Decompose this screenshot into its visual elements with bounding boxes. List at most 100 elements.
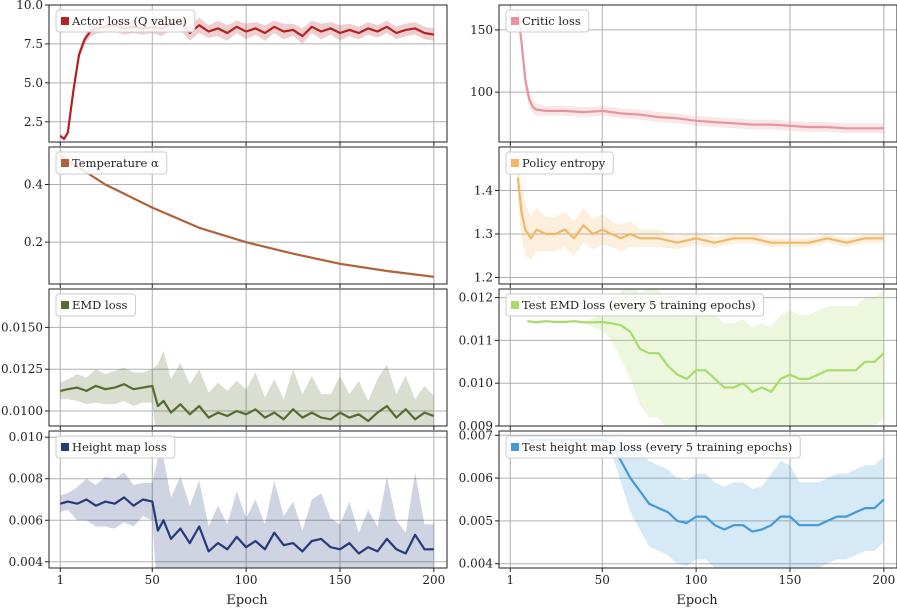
axes-frame xyxy=(48,430,448,569)
legend-box xyxy=(55,151,168,175)
axes-frame xyxy=(48,288,448,427)
legend-swatch xyxy=(61,159,69,167)
y-tick-label: 0.010 xyxy=(459,376,493,390)
y-tick-label: 100 xyxy=(470,85,493,99)
legend-label: Policy entropy xyxy=(522,156,606,170)
x-tick-label: 50 xyxy=(595,573,610,587)
legend: Test height map loss (every 5 training e… xyxy=(505,435,801,459)
legend-box xyxy=(505,151,614,175)
y-tick-label: 1.2 xyxy=(474,270,493,284)
series-line xyxy=(516,11,884,130)
y-tick-label: 0.004 xyxy=(9,555,44,569)
x-axis-label-left: Epoch xyxy=(226,593,268,608)
series-line xyxy=(516,177,884,244)
x-tick-label: 200 xyxy=(422,573,445,587)
y-tick-label: 7.5 xyxy=(24,37,43,51)
legend-swatch xyxy=(61,443,69,451)
panel-test-emd-loss: 0.009 0.010 0.011 0.012 Test EMD loss (every… xyxy=(459,288,897,433)
panel-critic-loss: 100 150 Critic loss xyxy=(470,4,897,146)
legend: EMD loss xyxy=(55,293,136,317)
series-line xyxy=(60,496,434,555)
legend-box xyxy=(55,435,176,459)
legend-label: Temperature α xyxy=(72,156,159,170)
legend-swatch xyxy=(61,17,69,25)
y-tick-label: 0.4 xyxy=(24,177,43,191)
y-tick-label: 1.3 xyxy=(474,227,493,241)
axes-frame xyxy=(498,146,897,285)
axes-frame xyxy=(498,288,897,427)
y-tick-label: 5.0 xyxy=(24,76,43,90)
legend-box xyxy=(55,293,136,317)
plot-area xyxy=(59,154,435,278)
legend-box xyxy=(505,435,801,459)
y-tick-label: 0.007 xyxy=(459,428,493,442)
panel-policy-entropy: 1.2 1.3 1.4 Policy entropy xyxy=(474,146,897,288)
y-tick-label: 0.004 xyxy=(459,557,494,571)
legend-swatch xyxy=(511,159,519,167)
y-tick-label: 0.012 xyxy=(459,291,493,305)
legend-swatch xyxy=(61,301,69,309)
legend-box xyxy=(505,293,765,317)
y-tick-label: 0.0125 xyxy=(1,362,43,376)
y-tick-label: 0.008 xyxy=(9,472,43,486)
legend-label: Test EMD loss (every 5 training epochs) xyxy=(522,298,756,312)
y-tick-label: 10.0 xyxy=(16,0,43,12)
series-line xyxy=(60,383,435,423)
legend-label: Actor loss (Q value) xyxy=(71,14,187,28)
confidence-band xyxy=(60,458,434,568)
legend: Temperature α xyxy=(55,151,168,175)
x-tick-label: 200 xyxy=(872,573,895,587)
legend-swatch xyxy=(511,301,519,309)
y-tick-label: 0.006 xyxy=(459,471,493,485)
plot-area xyxy=(516,160,884,261)
plot-area xyxy=(527,289,885,426)
axes-frame xyxy=(48,146,448,285)
legend-label: Test height map loss (every 5 training e… xyxy=(522,440,792,454)
x-tick-label: 1 xyxy=(56,573,64,587)
x-axis-label-right: Epoch xyxy=(676,593,718,608)
legend-label: Height map loss xyxy=(72,440,167,454)
y-tick-label: 2.5 xyxy=(24,115,43,129)
legend: Critic loss xyxy=(505,9,590,33)
axes-frame xyxy=(498,4,897,143)
y-tick-label: 1.4 xyxy=(474,183,493,197)
y-tick-label: 0.005 xyxy=(459,514,493,528)
confidence-band xyxy=(527,435,884,568)
x-tick-label: 1 xyxy=(506,573,514,587)
y-tick-label: 0.006 xyxy=(9,513,43,527)
x-tick-label: 100 xyxy=(685,573,708,587)
x-tick-label: 50 xyxy=(145,573,160,587)
plot-area xyxy=(60,350,435,426)
legend: Policy entropy xyxy=(505,151,614,175)
plot-area xyxy=(60,458,434,568)
legend-box xyxy=(505,9,590,33)
legend-swatch xyxy=(511,443,519,451)
legend: Height map loss xyxy=(55,435,176,459)
x-tick-label: 150 xyxy=(779,573,802,587)
panel-actor-loss: 2.5 5.0 7.5 10.0 Actor loss (Q value) xyxy=(16,0,448,146)
y-tick-label: 0.009 xyxy=(459,419,493,433)
axes-frame xyxy=(48,4,448,143)
series-line xyxy=(527,320,885,393)
legend: Actor loss (Q value) xyxy=(55,9,196,33)
legend-label: EMD loss xyxy=(72,298,128,312)
axes-frame xyxy=(498,430,897,569)
legend: Test EMD loss (every 5 training epochs) xyxy=(505,293,765,317)
confidence-band xyxy=(517,160,884,261)
panel-temperature: 0.2 0.4 Temperature α xyxy=(24,146,448,288)
y-tick-label: 150 xyxy=(470,23,493,37)
y-tick-label: 0.010 xyxy=(9,430,43,444)
y-tick-label: 0.0150 xyxy=(1,320,43,334)
x-tick-label: 100 xyxy=(235,573,258,587)
y-tick-label: 0.2 xyxy=(24,235,43,249)
x-tick-label: 150 xyxy=(329,573,352,587)
plot-area xyxy=(516,6,884,134)
legend-box xyxy=(55,9,196,33)
panel-emd-loss: 0.0100 0.0125 0.0150 EMD loss xyxy=(1,288,448,430)
legend-swatch xyxy=(511,17,519,25)
y-tick-label: 0.0100 xyxy=(1,404,43,418)
series-line xyxy=(59,154,435,278)
